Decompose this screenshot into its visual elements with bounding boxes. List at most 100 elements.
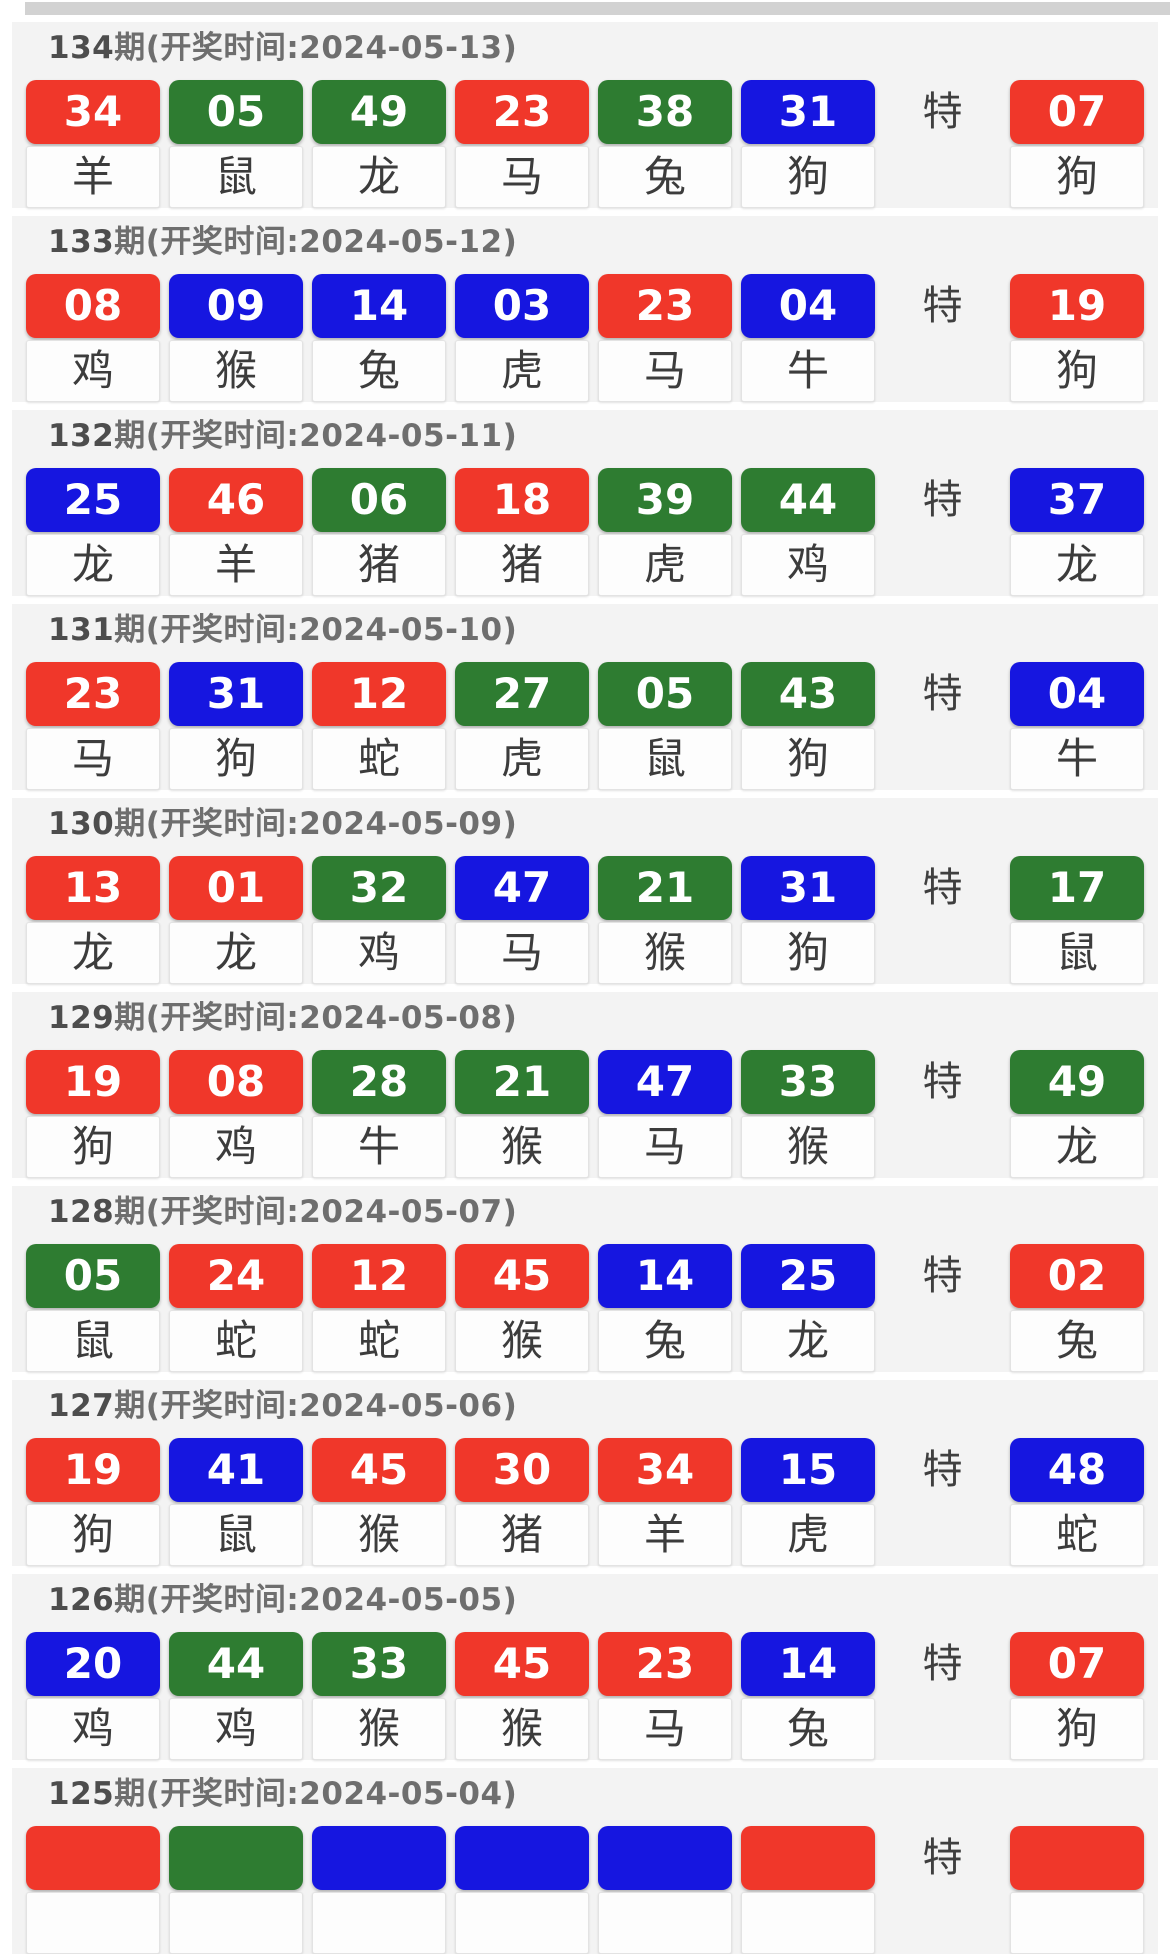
- ball-number: 14: [741, 1632, 875, 1696]
- draw-period-title: 126期(开奖时间:2024-05-05): [26, 1580, 1144, 1620]
- ball-number: [598, 1826, 732, 1890]
- number-cell: 14 兔: [598, 1244, 732, 1372]
- number-cell: 31 狗: [169, 662, 303, 790]
- ball-number: 41: [169, 1438, 303, 1502]
- ball-number: 12: [312, 1244, 446, 1308]
- draw-period-card: 128期(开奖时间:2024-05-07) 05 鼠 24 蛇 12 蛇 45 猴 14 兔 25 龙特…: [12, 1186, 1158, 1372]
- period-number: 134: [48, 30, 115, 66]
- draw-time-label: 期(开奖时间:2024-05-13): [114, 30, 518, 66]
- draw-period-card: 130期(开奖时间:2024-05-09) 13 龙 01 龙 32 鸡 47 马 21 猴 31 狗特…: [12, 798, 1158, 984]
- ball-number: 03: [455, 274, 589, 338]
- ball-number: 47: [598, 1050, 732, 1114]
- ball-number: [455, 1826, 589, 1890]
- zodiac-label: 鼠: [169, 146, 303, 208]
- ball-number: 23: [598, 1632, 732, 1696]
- zodiac-label: 龙: [169, 922, 303, 984]
- number-cell: 05 鼠: [169, 80, 303, 208]
- ball-number: 21: [455, 1050, 589, 1114]
- special-number-cell: 07 狗: [1010, 1632, 1144, 1760]
- draw-period-card: 131期(开奖时间:2024-05-10) 23 马 31 狗 12 蛇 27 虎 05 鼠 43 狗特…: [12, 604, 1158, 790]
- results-row: 19 狗 41 鼠 45 猴 30 猪 34 羊 15 虎 特 48 蛇: [26, 1438, 1144, 1566]
- number-cell: 19 狗: [26, 1438, 160, 1566]
- results-row: 19 狗 08 鸡 28 牛 21 猴 47 马 33 猴特 49 龙: [26, 1050, 1144, 1178]
- draw-period-title: 125期(开奖时间:2024-05-04): [26, 1774, 1144, 1814]
- draw-period-title: 131期(开奖时间:2024-05-10): [26, 610, 1144, 650]
- number-cell: 21 猴: [455, 1050, 589, 1178]
- special-number-cell: 49 龙: [1010, 1050, 1144, 1178]
- number-cell: 27 虎: [455, 662, 589, 790]
- zodiac-label: 龙: [1010, 1116, 1144, 1178]
- number-cell: 46 羊: [169, 468, 303, 596]
- number-cell: 19 狗: [26, 1050, 160, 1178]
- zodiac-label: 狗: [26, 1504, 160, 1566]
- ball-number: [1010, 1826, 1144, 1890]
- number-cell: 21 猴: [598, 856, 732, 984]
- zodiac-label: 猴: [312, 1698, 446, 1760]
- ball-number: [312, 1826, 446, 1890]
- ball-number: 24: [169, 1244, 303, 1308]
- number-cell: 31 狗: [741, 856, 875, 984]
- ball-number: 38: [598, 80, 732, 144]
- draw-time-label: 期(开奖时间:2024-05-04): [114, 1776, 518, 1812]
- ball-number: 05: [169, 80, 303, 144]
- period-number: 133: [48, 224, 115, 260]
- ball-number: 27: [455, 662, 589, 726]
- ball-number: 31: [741, 80, 875, 144]
- zodiac-label: 兔: [741, 1698, 875, 1760]
- ball-number: 43: [741, 662, 875, 726]
- ball-number: 08: [169, 1050, 303, 1114]
- results-row: 08 鸡 09 猴 14 兔 03 虎 23 马 04 牛 特 19 狗: [26, 274, 1144, 402]
- zodiac-label: 兔: [598, 1310, 732, 1372]
- zodiac-label: 狗: [169, 728, 303, 790]
- number-cell: 23 马: [26, 662, 160, 790]
- ball-number: [26, 1826, 160, 1890]
- zodiac-label: 马: [598, 340, 732, 402]
- zodiac-label: 虎: [455, 340, 589, 402]
- ball-number: 45: [312, 1438, 446, 1502]
- zodiac-label: [455, 1892, 589, 1954]
- ball-number: 47: [455, 856, 589, 920]
- number-cell: 12 蛇: [312, 662, 446, 790]
- zodiac-label: 兔: [1010, 1310, 1144, 1372]
- ball-number: [741, 1826, 875, 1890]
- number-cell: 49 龙: [312, 80, 446, 208]
- zodiac-label: [741, 1892, 875, 1954]
- zodiac-label: [598, 1892, 732, 1954]
- number-cell: [26, 1826, 160, 1954]
- special-number-cell: 48 蛇: [1010, 1438, 1144, 1566]
- number-cell: 44 鸡: [169, 1632, 303, 1760]
- ball-number: 48: [1010, 1438, 1144, 1502]
- zodiac-label: 牛: [312, 1116, 446, 1178]
- zodiac-label: 猴: [312, 1504, 446, 1566]
- draw-period-card: 125期(开奖时间:2024-05-04) 特: [12, 1768, 1158, 1954]
- period-number: 126: [48, 1582, 115, 1618]
- ball-number: 44: [741, 468, 875, 532]
- zodiac-label: 马: [455, 922, 589, 984]
- draw-period-title: 128期(开奖时间:2024-05-07): [26, 1192, 1144, 1232]
- number-cell: 43 狗: [741, 662, 875, 790]
- number-cell: 05 鼠: [26, 1244, 160, 1372]
- results-row: 13 龙 01 龙 32 鸡 47 马 21 猴 31 狗特 17 鼠: [26, 856, 1144, 984]
- zodiac-label: 狗: [741, 146, 875, 208]
- results-row: 23 马 31 狗 12 蛇 27 虎 05 鼠 43 狗特 04 牛: [26, 662, 1144, 790]
- number-cell: 45 猴: [455, 1244, 589, 1372]
- zodiac-label: 马: [598, 1116, 732, 1178]
- number-cell: 33 猴: [312, 1632, 446, 1760]
- ball-number: 19: [26, 1438, 160, 1502]
- zodiac-label: 牛: [1010, 728, 1144, 790]
- number-cell: 13 龙: [26, 856, 160, 984]
- draw-period-card: 129期(开奖时间:2024-05-08) 19 狗 08 鸡 28 牛 21 猴 47 马 33 猴特…: [12, 992, 1158, 1178]
- draw-time-label: 期(开奖时间:2024-05-07): [114, 1194, 518, 1230]
- zodiac-label: 狗: [741, 922, 875, 984]
- period-number: 131: [48, 612, 115, 648]
- number-cell: 30 猪: [455, 1438, 589, 1566]
- number-cell: 38 兔: [598, 80, 732, 208]
- ball-number: 12: [312, 662, 446, 726]
- number-cell: 34 羊: [598, 1438, 732, 1566]
- special-number-cell: 04 牛: [1010, 662, 1144, 790]
- zodiac-label: [26, 1892, 160, 1954]
- zodiac-label: 蛇: [169, 1310, 303, 1372]
- draw-results-list: 134期(开奖时间:2024-05-13) 34 羊 05 鼠 49 龙 23 马 38 兔 31 狗特…: [0, 15, 1170, 1954]
- ball-number: 04: [741, 274, 875, 338]
- ball-number: 18: [455, 468, 589, 532]
